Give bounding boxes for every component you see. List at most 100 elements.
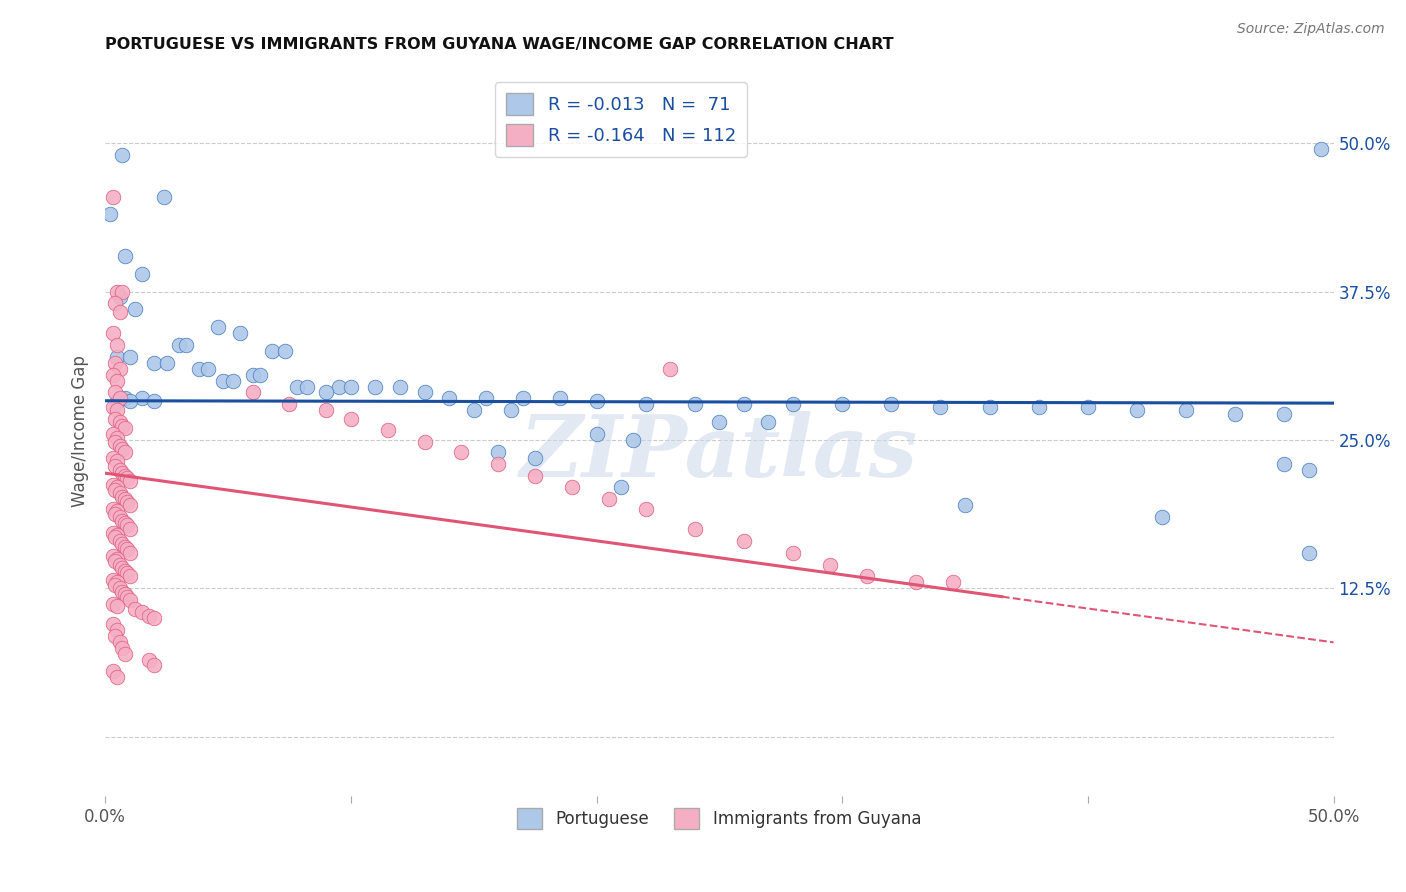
Point (1298, 546, 1320, 560)
Point (953, 498, 976, 512)
Point (101, 616, 124, 631)
Point (118, 569, 141, 583)
Point (108, 486, 131, 500)
Point (328, 379, 350, 393)
Point (388, 379, 411, 393)
Point (111, 585, 134, 599)
Point (118, 593, 141, 607)
Point (117, 494, 139, 508)
Point (108, 439, 131, 453)
Point (561, 480, 583, 494)
Point (143, 356, 166, 370)
Point (340, 379, 363, 393)
Point (118, 393, 141, 408)
Point (1150, 510, 1173, 524)
Point (111, 148, 134, 162)
Point (143, 393, 166, 408)
Point (114, 421, 136, 435)
Point (377, 424, 399, 438)
Text: Source: ZipAtlas.com: Source: ZipAtlas.com (1237, 22, 1385, 37)
Point (104, 554, 127, 568)
Point (278, 397, 301, 411)
Point (782, 546, 804, 560)
Point (413, 385, 436, 400)
Point (108, 533, 131, 548)
Point (101, 549, 124, 564)
Point (242, 368, 264, 382)
Point (108, 304, 131, 318)
Point (104, 356, 127, 370)
Point (942, 575, 965, 590)
Point (486, 445, 509, 459)
Point (101, 665, 124, 679)
Point (107, 403, 129, 417)
Point (101, 573, 124, 587)
Point (107, 528, 129, 542)
Point (138, 652, 160, 666)
Text: ZIPatlas: ZIPatlas (520, 411, 918, 495)
Point (104, 530, 127, 544)
Point (114, 445, 136, 459)
Point (108, 634, 131, 648)
Point (197, 361, 219, 376)
Point (104, 435, 127, 450)
Point (610, 480, 633, 494)
Point (107, 393, 129, 408)
Point (101, 450, 124, 465)
Point (437, 392, 460, 406)
Point (107, 551, 129, 566)
Point (131, 267, 153, 281)
Point (413, 435, 436, 450)
Point (1274, 457, 1296, 471)
Point (114, 249, 136, 263)
Point (315, 403, 337, 417)
Point (108, 462, 131, 476)
Point (107, 454, 129, 468)
Point (107, 480, 129, 494)
Point (107, 670, 129, 684)
Point (101, 400, 124, 414)
Point (855, 569, 877, 583)
Point (1126, 403, 1149, 417)
Point (187, 361, 209, 376)
Point (107, 350, 129, 364)
Point (107, 575, 129, 590)
Point (295, 379, 318, 393)
Point (118, 475, 141, 489)
Point (1310, 142, 1333, 156)
Point (107, 623, 129, 637)
Point (1298, 462, 1320, 476)
Point (108, 290, 131, 304)
Point (364, 379, 387, 393)
Point (207, 320, 229, 334)
Point (174, 338, 197, 352)
Point (273, 343, 295, 358)
Point (107, 599, 129, 614)
Point (114, 468, 136, 483)
Point (450, 445, 472, 459)
Point (107, 431, 129, 445)
Point (117, 566, 139, 580)
Point (124, 601, 146, 615)
Point (979, 400, 1001, 414)
Point (108, 510, 131, 524)
Point (101, 189, 124, 203)
Point (683, 397, 706, 411)
Point (156, 356, 179, 370)
Point (108, 415, 131, 429)
Point (249, 368, 271, 382)
Point (101, 368, 124, 382)
Point (104, 296, 127, 310)
Point (108, 558, 131, 572)
Point (101, 427, 124, 442)
Point (153, 189, 176, 203)
Point (212, 374, 235, 388)
Point (104, 507, 127, 521)
Point (114, 647, 136, 661)
Point (548, 392, 571, 406)
Point (634, 397, 657, 411)
Point (101, 501, 124, 516)
Point (143, 658, 166, 673)
Point (499, 403, 522, 417)
Point (733, 533, 755, 548)
